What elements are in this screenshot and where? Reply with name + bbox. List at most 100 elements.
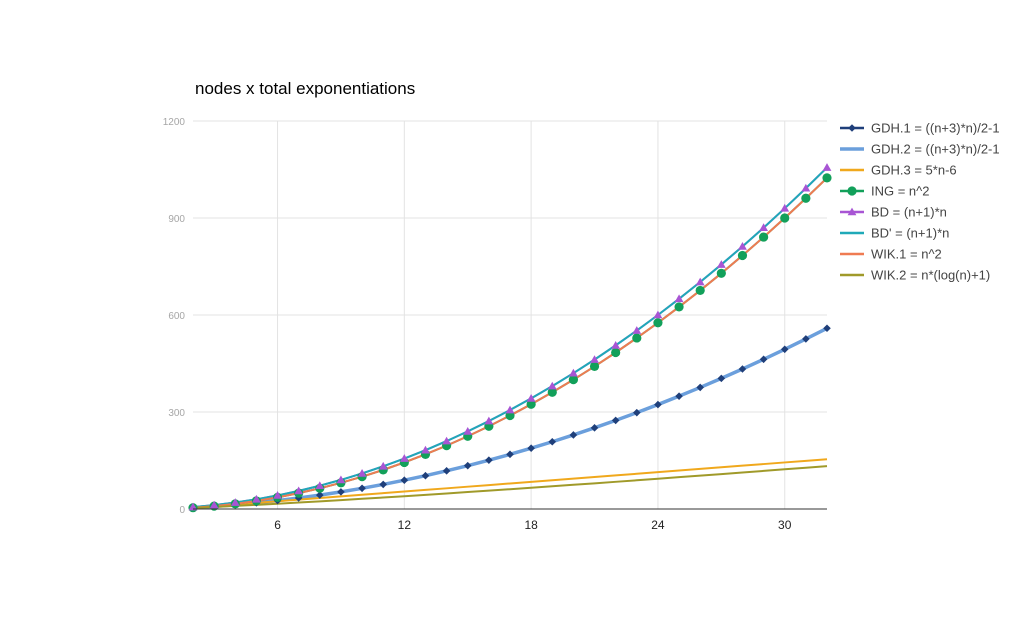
y-tick-label: 1200 [163,117,186,128]
data-point-series-4 [801,193,811,203]
y-tick-label: 0 [179,505,185,516]
legend-item: GDH.3 = 5*n-6 [840,163,957,178]
data-point-series-5 [526,394,536,402]
data-point-series-4 [674,302,684,312]
data-point-series-1 [316,491,324,499]
data-point-series-5 [759,223,768,231]
x-tick-label: 12 [398,518,412,532]
legend-marker [847,207,857,216]
data-point-series-1 [717,374,726,383]
data-point-series-4 [737,250,748,261]
data-point-series-5 [188,502,198,511]
y-tick-label: 600 [168,311,185,322]
legend: GDH.1 = ((n+3)*n)/2-1 GDH.2 = ((n+3)*n)/2… [840,121,1000,283]
data-point-series-5 [569,368,578,377]
data-point-series-5 [611,340,621,349]
data-point-series-4 [632,333,642,343]
data-point-series-5 [590,355,599,363]
data-point-series-5 [315,481,325,490]
data-point-series-4 [759,232,769,242]
data-point-series-5 [421,445,430,454]
data-point-series-5 [547,381,557,390]
data-point-series-1 [780,345,789,354]
legend-item: BD = (n+1)*n [840,205,947,220]
series-line-4 [192,177,828,509]
legend-label: BD' = (n+1)*n [871,226,949,241]
axes: 0 300 600 900 1200 6 12 18 24 30 [163,117,827,532]
x-tick-label: 6 [274,518,281,532]
data-point-series-4 [695,285,705,296]
series-markers [188,163,832,513]
data-point-series-5 [653,310,663,319]
legend-label: WIK.1 = n^2 [871,247,942,262]
data-point-series-5 [294,486,304,495]
data-point-series-5 [357,469,367,477]
legend-item: WIK.1 = n^2 [840,247,942,262]
legend-item: ING = n^2 [840,184,930,199]
data-point-series-5 [674,294,684,303]
data-point-series-4 [716,268,726,278]
data-point-series-4 [568,375,579,385]
data-point-series-1 [738,365,747,373]
data-point-series-5 [209,500,219,509]
x-tick-label: 24 [651,518,665,532]
series-line-3 [192,458,828,509]
legend-label: BD = (n+1)*n [871,205,947,220]
data-point-series-5 [780,203,790,212]
data-point-series-1 [569,431,578,439]
grid [193,120,827,509]
data-point-series-5 [336,475,346,484]
legend-item: BD' = (n+1)*n [840,226,949,241]
data-point-series-4 [589,361,600,372]
data-point-series-5 [442,436,451,445]
data-point-series-1 [696,383,704,392]
data-point-series-4 [780,213,790,223]
data-point-series-1 [611,416,620,425]
x-tick-label: 18 [524,518,538,532]
data-point-series-4 [822,173,832,183]
data-point-series-4 [547,387,557,397]
data-point-series-4 [611,347,621,358]
data-point-series-1 [527,444,535,453]
legend-item: WIK.2 = n*(log(n)+1) [840,268,990,283]
data-point-series-5 [738,242,747,250]
data-point-series-1 [485,456,493,464]
data-point-series-1 [358,484,366,493]
data-point-series-1 [633,408,641,417]
legend-label: GDH.1 = ((n+3)*n)/2-1 [871,121,1000,136]
data-point-series-5 [505,405,515,414]
data-point-series-5 [822,163,832,171]
data-point-series-1 [823,324,831,333]
legend-label: GDH.2 = ((n+3)*n)/2-1 [871,142,1000,157]
data-point-series-5 [273,491,282,499]
data-point-series-1 [675,392,683,400]
legend-label: ING = n^2 [871,184,930,199]
data-point-series-1 [506,450,514,459]
data-point-series-5 [801,183,811,192]
data-point-series-1 [590,424,599,432]
data-point-series-5 [463,427,473,435]
data-point-series-1 [802,335,810,343]
chart-title: nodes x total exponentiations [195,79,415,98]
data-point-series-5 [716,260,726,268]
data-point-series-5 [399,454,409,462]
legend-label: WIK.2 = n*(log(n)+1) [871,268,990,283]
data-point-series-1 [442,467,451,475]
data-point-series-5 [230,498,240,506]
data-point-series-1 [379,480,387,489]
legend-item: GDH.2 = ((n+3)*n)/2-1 [840,142,1000,157]
data-point-series-5 [632,326,642,334]
series-line-7 [192,177,828,509]
data-point-series-5 [252,494,261,503]
data-point-series-1 [759,355,768,364]
data-point-series-1 [654,400,662,409]
data-point-series-5 [695,277,705,286]
data-point-series-5 [484,416,494,425]
data-point-series-5 [378,461,388,470]
legend-marker [847,186,857,196]
legend-item: GDH.1 = ((n+3)*n)/2-1 [840,121,1000,136]
series-line-8 [192,465,828,509]
data-point-series-1 [337,488,345,496]
